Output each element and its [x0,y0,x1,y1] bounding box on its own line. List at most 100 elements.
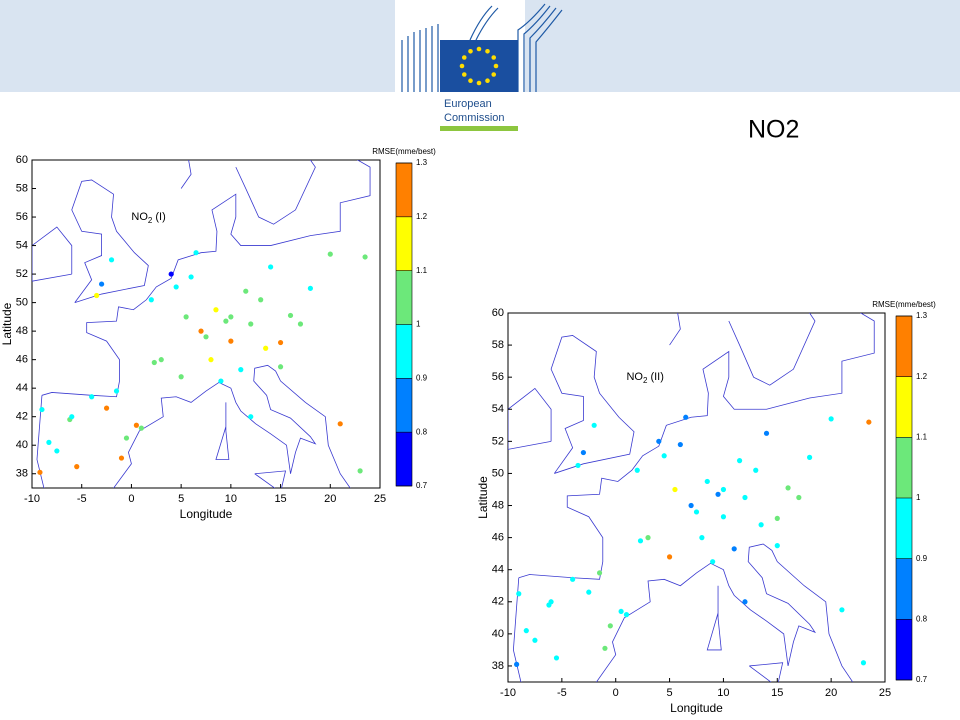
station-point [151,359,157,366]
colorbar-segment [396,324,412,379]
coast-line [550,335,635,474]
coast-line [32,226,73,282]
coast-line [215,402,230,460]
coast-line [518,313,875,580]
station-point [263,345,269,351]
station-point [94,292,100,299]
y-tick-label: 42 [492,596,504,608]
star [493,63,499,69]
logo-bar [440,126,518,131]
colorbar-segment [396,216,412,271]
logo-text: European [444,98,492,110]
coast-line [41,160,371,398]
star [459,63,465,69]
station-point [602,645,608,651]
y-tick-label: 54 [492,403,504,415]
y-tick-label: 58 [16,182,28,194]
station-point [248,321,254,327]
y-tick-label: 44 [16,382,28,394]
station-point [173,284,179,290]
station-point [763,430,770,436]
coast-line [669,313,681,346]
station-point [796,494,802,501]
y-tick-label: 60 [492,307,504,319]
star [491,55,497,60]
x-tick-label: 25 [374,493,386,505]
station-point [758,522,764,528]
coast-line [706,585,722,651]
station-point [133,422,139,428]
station-point [523,628,529,634]
coastline [508,313,875,682]
station-point [108,257,115,263]
colorbar-tick-label: 1.3 [916,311,928,320]
colorbar-segment [896,558,912,620]
station-point [672,486,678,493]
x-tick-label: 5 [667,687,673,699]
plot-area [507,312,886,683]
colorbar-tick-label: 0.8 [916,614,928,623]
station-point [297,321,304,327]
coast-line [512,543,854,682]
station-point [99,281,105,287]
plot-area [31,159,381,489]
station-point [228,338,234,344]
station-point [688,502,694,509]
station-point [656,438,662,444]
colorbar-tick-label: 1.2 [416,212,428,221]
station-point [46,439,52,445]
station-point [839,607,845,613]
annotation: NO2 (II) [626,371,663,385]
station-point [637,538,644,544]
annotation-part: NO [626,371,643,383]
station-point [228,314,234,320]
colorbar-tick-label: 0.8 [416,427,428,436]
x-axis-label: Longitude [670,701,723,715]
star [491,72,497,77]
star [476,80,482,86]
x-axis-label: Longitude [180,507,233,521]
x-tick-label: -10 [500,687,516,699]
station-point [213,307,219,313]
coast-line [36,364,351,488]
station-point [178,374,184,380]
annotation-part: NO [131,211,148,223]
station-point [208,357,214,363]
y-tick-label: 48 [492,499,504,511]
colorbar-segment [896,316,912,377]
station-point [753,467,759,473]
coast-line [180,160,192,189]
stations [514,414,872,667]
annotation-part: (II) [650,371,663,383]
station-point [774,515,780,521]
colorbar-tick-label: 1 [416,320,421,329]
x-tick-label: 10 [717,687,729,699]
station-point [731,546,737,552]
station-point [138,425,144,431]
y-tick-label: 42 [16,411,28,423]
station-point [158,357,164,363]
flag-stars [459,46,499,86]
colorbar-tick-label: 1 [916,493,921,502]
y-tick-label: 58 [492,339,504,351]
station-point [645,535,651,541]
x-tick-label: 0 [128,493,134,505]
logo-text: Commission [444,112,505,124]
station-point [362,254,368,260]
colorbar-segment [896,437,912,498]
station-point [634,467,640,473]
y-tick-label: 54 [16,239,28,251]
x-tick-label: 0 [613,687,619,699]
coast-line [728,313,816,386]
station-point [553,655,560,661]
station-point [618,608,624,615]
x-tick-label: 20 [324,493,336,505]
station-point [742,599,748,605]
station-point [54,448,60,454]
station-point [715,491,721,497]
y-tick-label: 56 [16,211,28,223]
station-point [683,414,689,420]
x-tick-label: 15 [771,687,783,699]
colorbar-tick-label: 1.1 [416,266,428,275]
colorbar-label: RMSE(mme/best) [372,147,436,156]
